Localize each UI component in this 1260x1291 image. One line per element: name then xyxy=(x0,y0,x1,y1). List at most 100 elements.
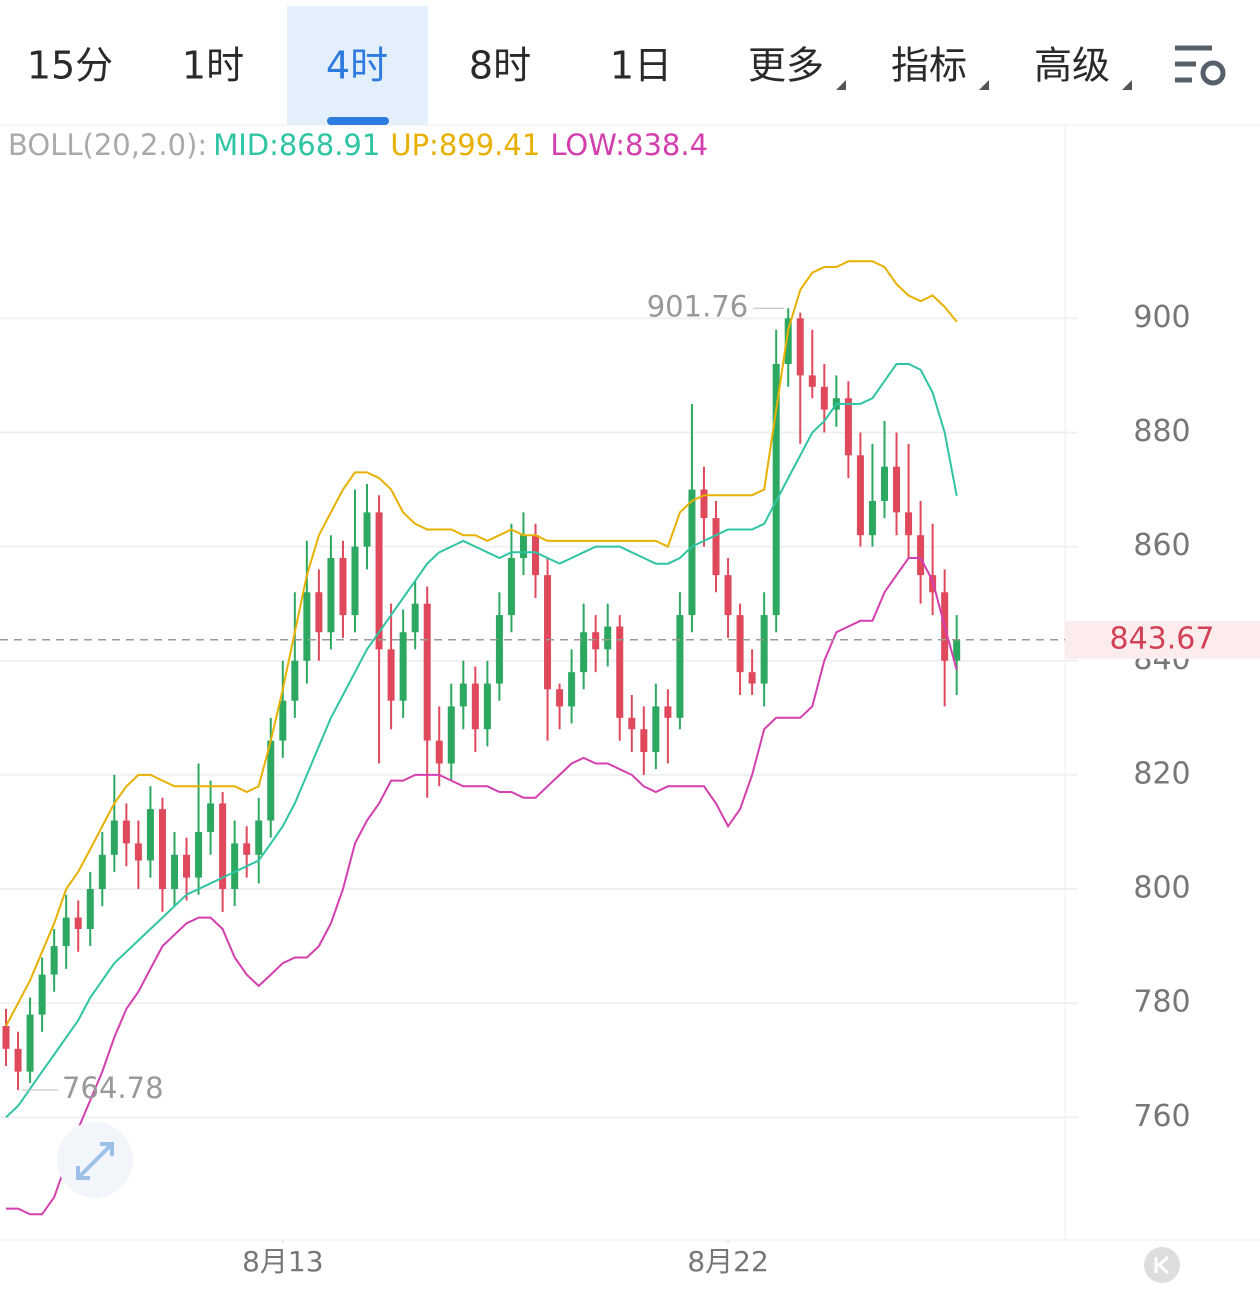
candle-body xyxy=(688,489,696,616)
tab[interactable]: 1日 xyxy=(610,44,672,88)
legend-name: LOW: xyxy=(550,128,625,162)
candle-body xyxy=(423,603,431,741)
candle-body xyxy=(170,854,178,890)
high-label: 901.76 xyxy=(647,289,748,323)
candle-body xyxy=(519,535,527,559)
y-tick-label: 860 xyxy=(1133,528,1190,563)
toolbar-bg xyxy=(0,0,1260,125)
candle-body xyxy=(628,717,636,730)
price-tag: 843.67 xyxy=(1110,621,1215,656)
candle-body xyxy=(375,512,383,650)
candle-body xyxy=(291,660,299,701)
candle-body xyxy=(507,558,515,616)
candle-body xyxy=(544,575,552,690)
candle-body xyxy=(712,518,720,576)
y-tick-label: 760 xyxy=(1133,1099,1190,1134)
candle-body xyxy=(86,889,94,929)
settings-icon[interactable] xyxy=(1175,45,1226,86)
expand-button[interactable] xyxy=(57,1122,133,1198)
candle-body xyxy=(917,535,925,576)
candle-body xyxy=(267,740,275,821)
candle-body xyxy=(604,626,612,650)
candle-body xyxy=(219,803,227,890)
candle-body xyxy=(447,706,455,764)
tab[interactable]: 8时 xyxy=(469,44,531,88)
boll-line xyxy=(5,260,958,1027)
candle-body xyxy=(820,386,828,410)
candle-body xyxy=(399,632,407,701)
legend-name: UP: xyxy=(390,128,438,162)
candle-body xyxy=(363,512,371,547)
candle-body xyxy=(736,615,744,673)
candle-body xyxy=(38,974,46,1015)
candle-body xyxy=(255,820,263,855)
candle-body xyxy=(110,820,118,855)
tab[interactable]: 更多 xyxy=(748,44,824,88)
candle-body xyxy=(303,592,311,661)
legend-value: 899.41 xyxy=(439,128,540,162)
tab[interactable]: 15分 xyxy=(27,44,113,88)
price-tag-bg xyxy=(1065,620,1260,659)
candle-body xyxy=(158,809,166,890)
candle-body xyxy=(592,632,600,650)
candle-body xyxy=(2,1025,10,1049)
candle-body xyxy=(808,375,816,387)
indicator-legend: BOLL(20,2.0): MID:868.91 UP:899.41 LOW:838.… xyxy=(8,128,708,162)
candle-body xyxy=(243,843,251,855)
candle-body xyxy=(640,729,648,753)
candle-body xyxy=(183,854,191,878)
boll-line xyxy=(6,557,958,1216)
candle-body xyxy=(195,831,203,878)
candle-body xyxy=(231,843,239,890)
candle-body xyxy=(796,318,804,376)
active-tab-underline xyxy=(327,117,389,125)
candle-body xyxy=(893,466,901,513)
candle-body xyxy=(664,706,672,718)
tab[interactable]: 高级 xyxy=(1034,44,1110,88)
candle-body xyxy=(459,683,467,707)
x-tick-label: 8月13 xyxy=(242,1245,323,1278)
dropdown-caret xyxy=(1122,80,1132,90)
candle-body xyxy=(953,639,961,661)
candle-body xyxy=(580,632,588,673)
tab[interactable]: 指标 xyxy=(891,44,967,88)
y-tick-label: 900 xyxy=(1133,300,1190,335)
candle-body xyxy=(74,917,82,929)
candle-body xyxy=(495,615,503,684)
low-label: 764.78 xyxy=(62,1071,163,1105)
candle-body xyxy=(676,615,684,718)
candle-body xyxy=(483,683,491,730)
candle-body xyxy=(880,466,888,501)
legend-value: 868.91 xyxy=(279,128,380,162)
candle-body xyxy=(652,706,660,753)
y-tick-label: 880 xyxy=(1133,414,1190,449)
candle-body xyxy=(532,535,540,576)
candle-body xyxy=(26,1014,34,1072)
candle-body xyxy=(327,558,335,633)
legend-name: MID: xyxy=(213,128,279,162)
x-tick-label: 8月22 xyxy=(687,1245,768,1278)
tab[interactable]: 1时 xyxy=(182,44,244,88)
candle-body xyxy=(279,700,287,741)
back-button[interactable] xyxy=(1144,1247,1180,1283)
y-tick-label: 780 xyxy=(1133,985,1190,1020)
candle-body xyxy=(50,946,58,975)
candle-body xyxy=(784,318,792,364)
candle-body xyxy=(471,683,479,730)
candle-body xyxy=(62,917,70,947)
candle-body xyxy=(724,575,732,616)
candle-body xyxy=(122,820,130,844)
indicator-name: BOLL(20,2.0): xyxy=(8,128,207,162)
dropdown-caret xyxy=(836,80,846,90)
candle-body xyxy=(315,592,323,633)
boll-line xyxy=(5,363,958,1119)
y-tick-label: 800 xyxy=(1133,871,1190,906)
tab[interactable]: 4时 xyxy=(326,44,388,88)
candle-body xyxy=(411,603,419,633)
candle-body xyxy=(905,512,913,536)
candle-body xyxy=(435,740,443,764)
candle-body xyxy=(616,626,624,718)
candle-body xyxy=(14,1048,22,1072)
